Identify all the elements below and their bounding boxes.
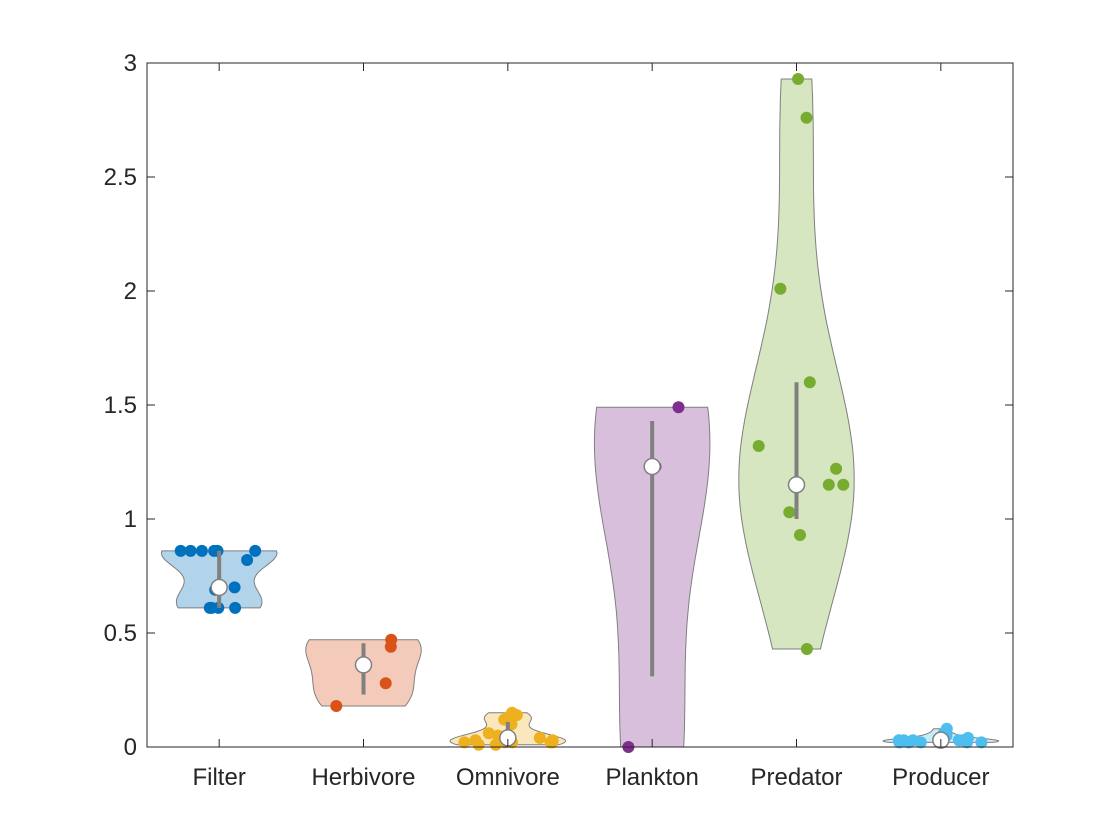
violin-group xyxy=(593,401,711,753)
x-tick-label: Predator xyxy=(750,764,842,791)
y-tick-label: 3 xyxy=(124,50,137,77)
y-tick-label: 0 xyxy=(124,734,137,761)
data-point xyxy=(803,376,816,389)
x-tick-label: Omnivore xyxy=(456,764,560,791)
axes: 0 0.5 1 1.5 2 2.5 3 Filter Herbivore Omnivore Plan… xyxy=(104,50,1014,791)
data-point xyxy=(800,643,813,655)
y-tick-label: 1.5 xyxy=(104,392,137,419)
data-point xyxy=(241,554,254,566)
violin-group xyxy=(882,722,1000,749)
x-tick-label: Filter xyxy=(192,764,245,791)
data-point xyxy=(830,462,843,475)
data-point xyxy=(774,282,787,295)
data-point xyxy=(837,478,850,491)
data-point xyxy=(533,731,546,744)
data-point xyxy=(783,506,796,519)
data-point xyxy=(205,601,218,614)
data-point xyxy=(792,73,805,85)
x-tick-label: Producer xyxy=(892,764,989,791)
data-point xyxy=(208,544,221,557)
violin-group xyxy=(305,633,422,712)
data-point xyxy=(914,736,927,749)
data-point xyxy=(800,111,813,124)
data-point xyxy=(249,544,262,557)
data-point xyxy=(961,736,973,749)
median-marker xyxy=(354,656,373,674)
data-point xyxy=(472,738,485,751)
median-marker xyxy=(643,457,661,476)
data-point xyxy=(893,736,906,749)
y-tick-label: 0.5 xyxy=(104,620,137,647)
data-point xyxy=(330,700,343,712)
data-point xyxy=(822,478,835,491)
data-point xyxy=(458,736,471,749)
data-point xyxy=(174,544,187,557)
violin-group xyxy=(449,706,567,751)
y-tick-label: 2.5 xyxy=(104,164,137,191)
data-point xyxy=(902,736,915,749)
data-point xyxy=(794,529,806,541)
data-point xyxy=(195,544,208,557)
x-tick-label: Herbivore xyxy=(311,764,415,791)
data-point xyxy=(228,581,241,594)
plot-area xyxy=(147,63,1013,747)
violin-body xyxy=(738,78,855,650)
data-point xyxy=(489,738,502,751)
median-marker xyxy=(210,578,228,597)
data-point xyxy=(975,736,988,749)
data-point xyxy=(384,640,397,653)
data-point xyxy=(752,440,765,452)
data-point xyxy=(229,601,242,614)
violin-group xyxy=(738,73,855,655)
violin-group xyxy=(160,544,278,614)
violins xyxy=(160,73,1000,753)
y-tick-label: 2 xyxy=(124,278,137,305)
data-point xyxy=(482,727,495,740)
data-point xyxy=(379,677,392,690)
data-point xyxy=(184,544,197,557)
data-point xyxy=(672,401,685,414)
data-point xyxy=(546,736,559,749)
y-tick-label: 1 xyxy=(124,506,137,533)
median-marker xyxy=(787,476,806,494)
x-tick-label: Plankton xyxy=(605,764,698,791)
